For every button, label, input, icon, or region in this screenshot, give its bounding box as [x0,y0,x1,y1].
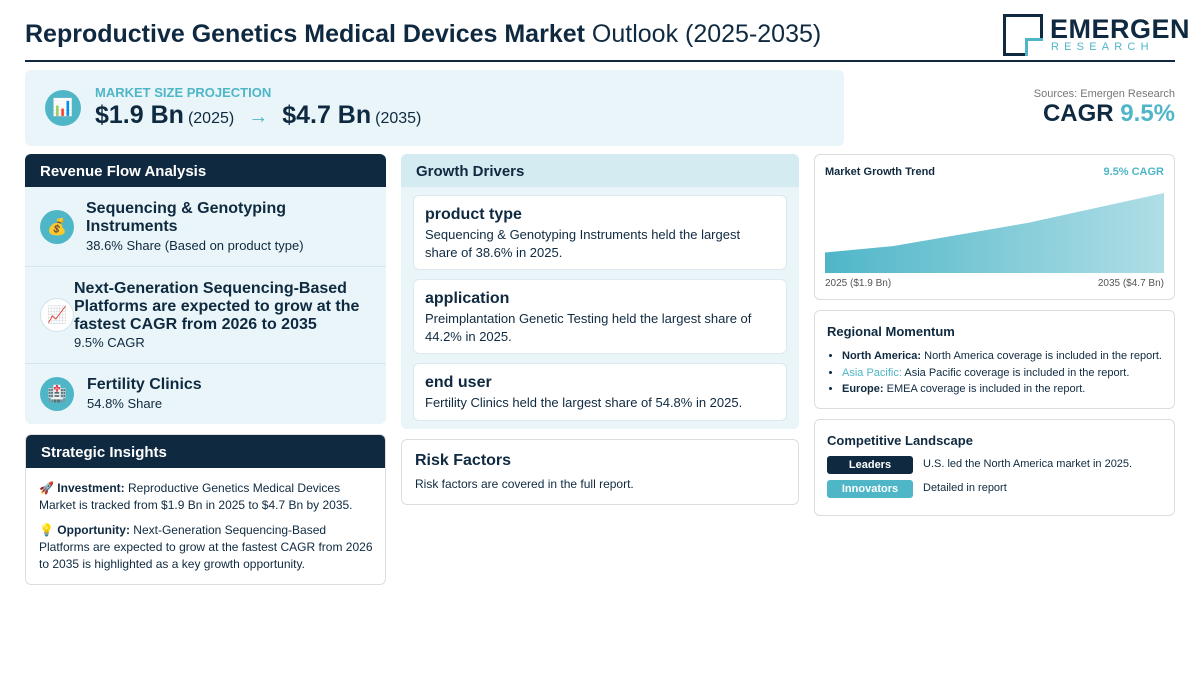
region-text: Asia Pacific coverage is included in the… [904,366,1130,379]
growth-trend-chart [825,193,1164,273]
revenue-item-sub: 38.6% Share (Based on product type) [86,238,304,253]
risk-factors-panel: Risk Factors Risk factors are covered in… [401,439,799,505]
trend-end-label: 2035 ($4.7 Bn) [1097,278,1164,289]
driver-title: end user [425,374,492,391]
driver-text: Fertility Clinics held the largest share… [425,395,743,410]
driver-text: Preimplantation Genetic Testing held the… [425,311,752,344]
projection-label: MARKET SIZE PROJECTION [95,85,272,100]
growth-drivers-panel: Growth Drivers product type Sequencing &… [401,154,799,429]
projection-values: $1.9 Bn (2025) → $4.7 Bn (2035) [95,101,421,130]
region-name: Asia Pacific: [842,366,902,379]
opportunity-text: Next-Generation Sequencing-Based Platfor… [39,523,373,571]
trend-area [825,193,1164,273]
driver-title: application [425,290,510,307]
regional-momentum-panel: Regional Momentum North America: North A… [814,310,1175,409]
logo-subtitle: RESEARCH [1051,41,1154,53]
trend-title: Market Growth Trend [825,166,936,178]
region-item: Europe: EMEA coverage is included in the… [842,381,1172,398]
driver-card: application Preimplantation Genetic Test… [413,279,787,354]
projection-start-value: $1.9 Bn [95,101,184,129]
region-text: North America coverage is included in th… [924,350,1162,362]
page-header: Reproductive Genetics Medical Devices Ma… [25,12,1190,62]
projection-start-year: (2025) [187,110,235,127]
revenue-item: 🏥 Fertility Clinics 54.8% Share [25,363,386,424]
investment-insight: 🚀 Investment: Reproductive Genetics Medi… [39,480,379,514]
region-list: North America: North America coverage is… [842,348,1172,398]
money-bag-icon: 💰 [40,210,74,244]
projection-end-value: $4.7 Bn [282,101,372,129]
revenue-item: 💰 Sequencing & Genotyping Instruments 38… [25,187,386,266]
driver-card: product type Sequencing & Genotyping Ins… [413,195,787,270]
growth-drivers-heading: Growth Drivers [401,154,799,187]
region-item: North America: North America coverage is… [842,348,1172,365]
competitive-landscape-heading: Competitive Landscape [827,433,973,448]
logo-mark-icon [1003,14,1043,56]
competitive-landscape-panel: Competitive Landscape Leaders U.S. led t… [814,419,1175,516]
rocket-icon: 🚀 [39,481,54,495]
trend-cagr: 9.5% CAGR [1103,166,1164,178]
market-growth-trend-panel: Market Growth Trend 9.5% CAGR 2025 ($1.9… [814,154,1175,300]
trend-start-label: 2025 ($1.9 Bn) [825,278,892,289]
revenue-flow-panel: Revenue Flow Analysis 💰 Sequencing & Gen… [25,154,386,424]
page-title-bold: Reproductive Genetics Medical Devices Ma… [25,20,585,48]
revenue-item: 📈 Next-Generation Sequencing-Based Platf… [25,266,386,363]
light-bulb-icon: 💡 [39,523,54,537]
region-text: EMEA coverage is included in the report. [886,383,1086,395]
opportunity-label: Opportunity: [57,523,130,537]
revenue-flow-heading: Revenue Flow Analysis [25,154,386,187]
leaders-text: U.S. led the North America market in 202… [923,458,1133,470]
leaders-badge: Leaders [827,456,913,474]
innovators-badge: Innovators [827,480,913,498]
arrow-right-icon: → [248,106,269,128]
cagr-label: CAGR [1042,100,1114,127]
revenue-item-sub: 9.5% CAGR [74,335,145,350]
revenue-item-sub: 54.8% Share [87,396,163,411]
cagr-value: 9.5% [1120,100,1175,127]
investment-label: Investment: [57,481,125,495]
region-name: Europe: [842,383,884,395]
investment-text: Reproductive Genetics Medical Devices Ma… [39,481,353,512]
region-name: North America: [842,350,922,362]
logo-name: EMERGEN [1050,14,1191,44]
strategic-insights-panel: Strategic Insights 🚀 Investment: Reprodu… [25,434,386,585]
risk-factors-text: Risk factors are covered in the full rep… [415,477,634,491]
opportunity-insight: 💡 Opportunity: Next-Generation Sequencin… [39,522,379,573]
revenue-item-title: Fertility Clinics [87,376,202,393]
cagr-source: Sources: Emergen Research [1033,88,1175,100]
driver-card: end user Fertility Clinics held the larg… [413,363,787,421]
page-title: Reproductive Genetics Medical Devices Ma… [25,20,821,49]
bar-chart-icon: 📊 [45,90,81,126]
market-size-projection: 📊 MARKET SIZE PROJECTION $1.9 Bn (2025) → $… [25,70,844,146]
strategic-insights-heading: Strategic Insights [26,435,385,468]
risk-factors-heading: Risk Factors [415,452,512,469]
emergen-logo: EMERGEN RESEARCH [1003,14,1190,56]
projection-end-year: (2035) [375,110,422,127]
regional-momentum-heading: Regional Momentum [827,324,955,339]
driver-title: product type [425,206,522,223]
page-title-rest: Outlook (2025-2035) [591,20,822,48]
hospital-icon: 🏥 [40,377,74,411]
revenue-item-title: Next-Generation Sequencing-Based Platfor… [74,280,360,333]
driver-text: Sequencing & Genotyping Instruments held… [425,227,741,260]
chart-increasing-icon: 📈 [40,298,74,332]
cagr-headline: CAGR 9.5% [1043,100,1175,128]
region-item: Asia Pacific: Asia Pacific coverage is i… [842,365,1172,382]
revenue-item-title: Sequencing & Genotyping Instruments [86,200,287,235]
innovators-text: Detailed in report [923,482,1007,494]
